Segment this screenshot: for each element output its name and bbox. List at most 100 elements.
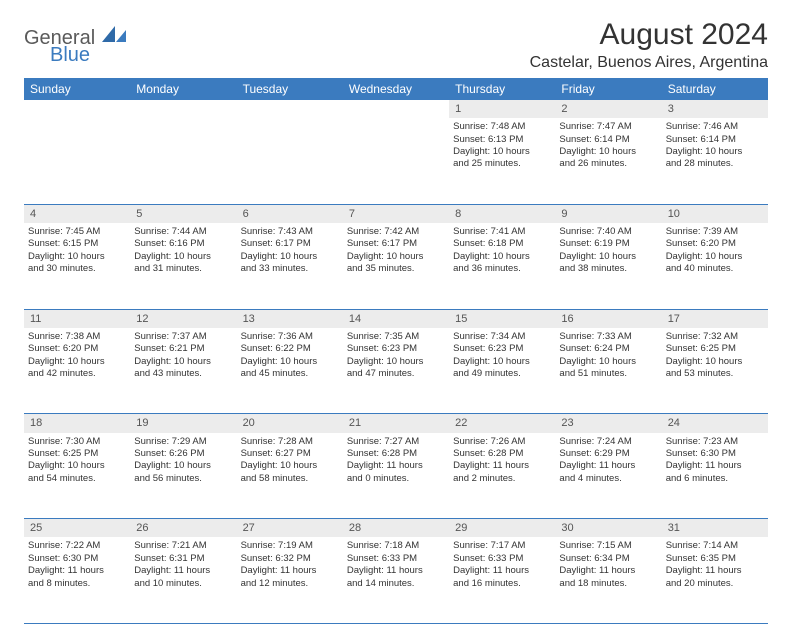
day-day1: Daylight: 11 hours [347,460,445,472]
day-day1: Daylight: 10 hours [134,460,232,472]
day-sunset: Sunset: 6:17 PM [241,238,339,250]
day-sunrise: Sunrise: 7:27 AM [347,436,445,448]
week-row: Sunrise: 7:45 AMSunset: 6:15 PMDaylight:… [24,223,768,309]
logo: General Blue [24,18,128,65]
day-day2: and 58 minutes. [241,473,339,485]
location: Castelar, Buenos Aires, Argentina [530,54,768,72]
day-sunrise: Sunrise: 7:36 AM [241,331,339,343]
day-number: 27 [237,519,343,538]
day-number: 7 [343,204,449,223]
day-number: 9 [555,204,661,223]
day-number: 24 [662,414,768,433]
day-cell: Sunrise: 7:43 AMSunset: 6:17 PMDaylight:… [237,223,343,309]
day-sunrise: Sunrise: 7:28 AM [241,436,339,448]
day-sunrise: Sunrise: 7:29 AM [134,436,232,448]
day-sunrise: Sunrise: 7:42 AM [347,226,445,238]
day-sunrise: Sunrise: 7:39 AM [666,226,764,238]
daynum-row: 45678910 [24,204,768,223]
day-sunset: Sunset: 6:32 PM [241,553,339,565]
day-sunset: Sunset: 6:23 PM [453,343,551,355]
day-cell: Sunrise: 7:45 AMSunset: 6:15 PMDaylight:… [24,223,130,309]
month-title: August 2024 [530,18,768,52]
day-day2: and 54 minutes. [28,473,126,485]
day-sunrise: Sunrise: 7:40 AM [559,226,657,238]
day-cell: Sunrise: 7:18 AMSunset: 6:33 PMDaylight:… [343,537,449,623]
day-sunset: Sunset: 6:27 PM [241,448,339,460]
day-sunset: Sunset: 6:30 PM [666,448,764,460]
day-day1: Daylight: 10 hours [559,251,657,263]
day-day1: Daylight: 10 hours [134,356,232,368]
day-number: 31 [662,519,768,538]
day-sunrise: Sunrise: 7:22 AM [28,540,126,552]
calendar-page: General Blue August 2024 Castelar, Bueno… [0,0,792,642]
day-day2: and 51 minutes. [559,368,657,380]
day-cell: Sunrise: 7:32 AMSunset: 6:25 PMDaylight:… [662,328,768,414]
day-cell: Sunrise: 7:26 AMSunset: 6:28 PMDaylight:… [449,433,555,519]
day-number [130,100,236,118]
day-cell: Sunrise: 7:29 AMSunset: 6:26 PMDaylight:… [130,433,236,519]
day-sunset: Sunset: 6:13 PM [453,134,551,146]
day-sunrise: Sunrise: 7:48 AM [453,121,551,133]
day-number [237,100,343,118]
day-cell: Sunrise: 7:47 AMSunset: 6:14 PMDaylight:… [555,118,661,204]
day-sunset: Sunset: 6:30 PM [28,553,126,565]
day-sunset: Sunset: 6:17 PM [347,238,445,250]
day-sunrise: Sunrise: 7:26 AM [453,436,551,448]
day-day1: Daylight: 11 hours [559,460,657,472]
day-cell: Sunrise: 7:19 AMSunset: 6:32 PMDaylight:… [237,537,343,623]
day-day1: Daylight: 11 hours [134,565,232,577]
day-sunset: Sunset: 6:25 PM [666,343,764,355]
day-cell: Sunrise: 7:38 AMSunset: 6:20 PMDaylight:… [24,328,130,414]
day-number: 11 [24,309,130,328]
day-sunset: Sunset: 6:20 PM [28,343,126,355]
day-day1: Daylight: 10 hours [666,356,764,368]
day-sunset: Sunset: 6:34 PM [559,553,657,565]
week-row: Sunrise: 7:48 AMSunset: 6:13 PM Daylight:… [24,118,768,204]
day-sunrise: Sunrise: 7:15 AM [559,540,657,552]
day-cell: Sunrise: 7:27 AMSunset: 6:28 PMDaylight:… [343,433,449,519]
logo-text-blue: Blue [50,45,128,65]
weekday-header: Saturday [662,78,768,100]
day-sunrise: Sunrise: 7:45 AM [28,226,126,238]
day-day1: Daylight: 11 hours [559,565,657,577]
day-day2: and 33 minutes. [241,263,339,275]
day-day1: Daylight: 11 hours [666,460,764,472]
day-day2: and 53 minutes. [666,368,764,380]
day-day2: and 38 minutes. [559,263,657,275]
day-sunset: Sunset: 6:33 PM [347,553,445,565]
day-day1: Daylight: 10 hours [453,356,551,368]
day-day2: and 14 minutes. [347,578,445,590]
day-sunset: Sunset: 6:21 PM [134,343,232,355]
day-day1: Daylight: 10 hours [347,251,445,263]
day-cell: Sunrise: 7:40 AMSunset: 6:19 PMDaylight:… [555,223,661,309]
day-cell: Sunrise: 7:17 AMSunset: 6:33 PMDaylight:… [449,537,555,623]
daynum-row: 25262728293031 [24,519,768,538]
day-sunrise: Sunrise: 7:23 AM [666,436,764,448]
day-number: 17 [662,309,768,328]
day-cell: Sunrise: 7:23 AMSunset: 6:30 PMDaylight:… [662,433,768,519]
day-cell: Sunrise: 7:22 AMSunset: 6:30 PMDaylight:… [24,537,130,623]
week-row: Sunrise: 7:22 AMSunset: 6:30 PMDaylight:… [24,537,768,623]
day-sunset: Sunset: 6:35 PM [666,553,764,565]
day-sunset: Sunset: 6:15 PM [28,238,126,250]
day-number: 25 [24,519,130,538]
day-number: 22 [449,414,555,433]
day-day1: Daylight: 10 hours [28,251,126,263]
day-sunrise: Sunrise: 7:32 AM [666,331,764,343]
day-sunrise: Sunrise: 7:21 AM [134,540,232,552]
day-day1: Daylight: 11 hours [28,565,126,577]
day-day2: and 2 minutes. [453,473,551,485]
daynum-row: 11121314151617 [24,309,768,328]
day-day2: and 18 minutes. [559,578,657,590]
day-cell: Sunrise: 7:30 AMSunset: 6:25 PMDaylight:… [24,433,130,519]
daynum-row: 18192021222324 [24,414,768,433]
day-day1: Daylight: 10 hours [559,146,657,158]
day-cell [343,118,449,204]
day-sunset: Sunset: 6:28 PM [347,448,445,460]
day-sunset: Sunset: 6:26 PM [134,448,232,460]
day-sunset: Sunset: 6:24 PM [559,343,657,355]
day-sunrise: Sunrise: 7:14 AM [666,540,764,552]
day-sunrise: Sunrise: 7:33 AM [559,331,657,343]
day-cell: Sunrise: 7:37 AMSunset: 6:21 PMDaylight:… [130,328,236,414]
day-sunrise: Sunrise: 7:46 AM [666,121,764,133]
